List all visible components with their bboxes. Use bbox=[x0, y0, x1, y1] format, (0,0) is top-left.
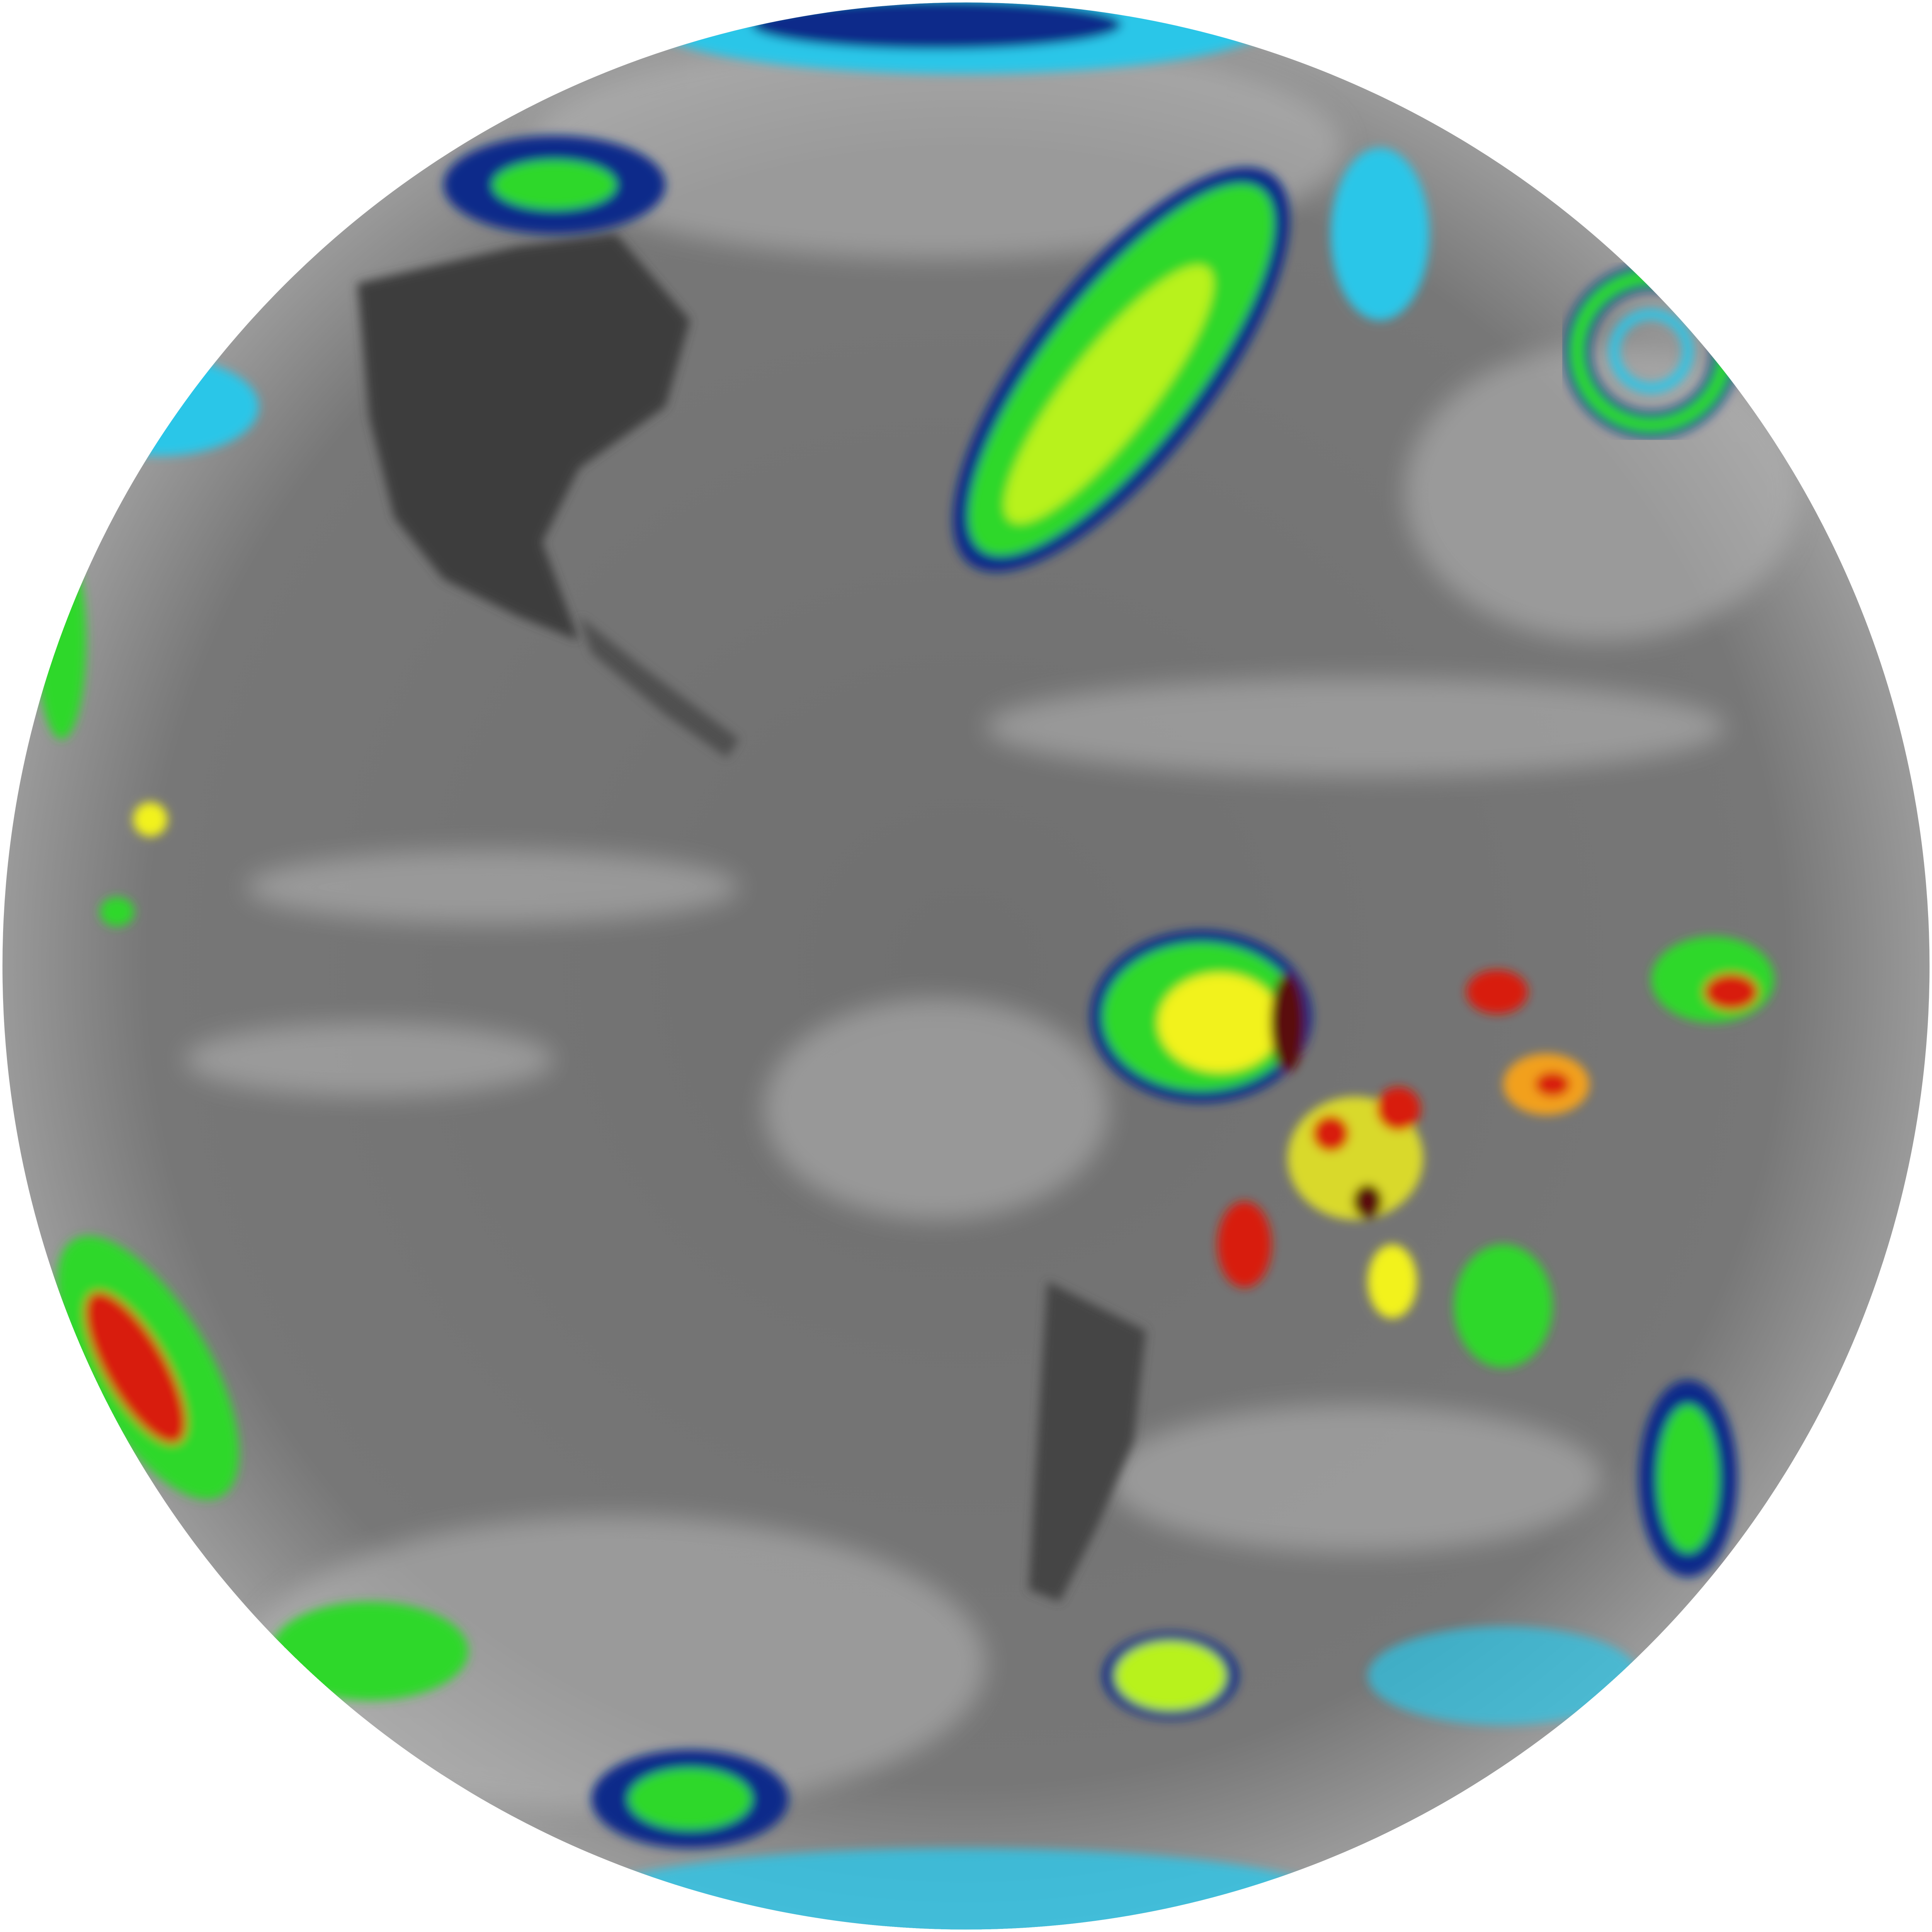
central-america-land bbox=[579, 616, 740, 758]
cloud-cover bbox=[185, 37, 1799, 1811]
north-america-land bbox=[357, 234, 690, 641]
tropical-convection bbox=[1090, 930, 1774, 1368]
northern-clouds bbox=[37, 2, 1429, 927]
south-america-land bbox=[1029, 1281, 1146, 1602]
cold-cloud-band bbox=[953, 167, 1290, 572]
